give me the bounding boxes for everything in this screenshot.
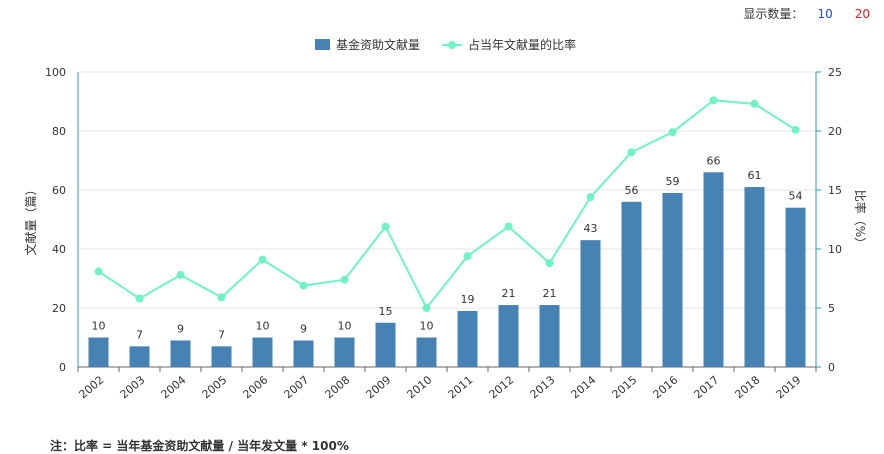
bar xyxy=(88,337,109,367)
y-tick-label-right: 5 xyxy=(828,302,835,315)
ratio-point xyxy=(340,275,349,284)
x-tick-label: 2002 xyxy=(77,373,107,401)
bar-value-label: 10 xyxy=(420,320,434,333)
bar-value-label: 59 xyxy=(666,175,680,188)
ratio-point xyxy=(545,259,554,268)
bar-value-label: 54 xyxy=(789,190,803,203)
bar-value-label: 19 xyxy=(461,293,475,306)
bar xyxy=(375,322,396,367)
display-count-20-option[interactable]: 20 xyxy=(854,6,870,21)
legend-line-marker xyxy=(448,41,456,49)
bar-value-label: 21 xyxy=(543,287,557,300)
legend-bar-swatch xyxy=(315,39,330,50)
y-tick-label-left: 20 xyxy=(52,302,66,315)
y-tick-label-right: 20 xyxy=(828,125,842,138)
ratio-point xyxy=(668,128,677,137)
bar xyxy=(416,337,437,367)
x-tick-label: 2005 xyxy=(200,373,230,401)
bar xyxy=(334,337,355,367)
bar xyxy=(129,346,150,367)
x-tick-label: 2004 xyxy=(159,373,189,401)
bar-value-label: 61 xyxy=(748,169,762,182)
bar-value-label: 10 xyxy=(92,320,106,333)
bar xyxy=(211,346,232,367)
y-tick-label-right: 10 xyxy=(828,243,842,256)
y-tick-label-left: 100 xyxy=(45,66,66,79)
ratio-point xyxy=(176,270,185,279)
bar-value-label: 7 xyxy=(218,328,225,341)
y-tick-label-left: 80 xyxy=(52,125,66,138)
x-tick-label: 2016 xyxy=(651,373,681,401)
bar-value-label: 15 xyxy=(379,305,393,318)
ratio-point xyxy=(504,222,513,231)
bar-value-label: 56 xyxy=(625,184,639,197)
bar-value-label: 66 xyxy=(707,154,721,167)
y-tick-label-left: 0 xyxy=(59,361,66,374)
legend-line-label: 占当年文献量的比率 xyxy=(468,37,576,52)
ratio-point xyxy=(627,148,636,157)
display-count-control: 显示数量： 10 20 xyxy=(743,5,870,22)
ratio-point xyxy=(94,267,103,276)
bar-value-label: 9 xyxy=(177,322,184,335)
ratio-point xyxy=(217,293,226,302)
y-axis-title-left: 文献量（篇） xyxy=(23,183,38,255)
x-tick-label: 2015 xyxy=(610,373,640,401)
display-count-10-option[interactable]: 10 xyxy=(817,6,833,21)
ratio-line xyxy=(97,99,797,310)
display-count-label: 显示数量： xyxy=(743,7,804,21)
x-tick-label: 2013 xyxy=(528,373,558,401)
bar xyxy=(170,340,191,367)
x-tick-label: 2014 xyxy=(569,373,599,401)
ratio-point xyxy=(586,193,595,202)
ratio-point xyxy=(299,281,308,290)
y-tick-label-left: 40 xyxy=(52,243,66,256)
bar xyxy=(621,201,642,367)
y-axis-title-right: 比率（%） xyxy=(853,190,868,249)
bar xyxy=(457,310,478,367)
bar xyxy=(662,192,683,367)
y-tick-label-right: 25 xyxy=(828,66,842,79)
bar xyxy=(744,187,765,367)
bar xyxy=(293,340,314,367)
x-tick-label: 2008 xyxy=(323,373,353,401)
y-tick-label-right: 0 xyxy=(828,361,835,374)
bar xyxy=(785,207,806,367)
x-tick-label: 2007 xyxy=(282,373,312,401)
y-tick-label-left: 60 xyxy=(52,184,66,197)
ratio-point xyxy=(422,304,431,312)
bar-value-label: 21 xyxy=(502,287,516,300)
bar-value-label: 9 xyxy=(300,322,307,335)
x-tick-label: 2012 xyxy=(487,373,517,401)
bar xyxy=(498,305,519,367)
ratio-point xyxy=(750,99,759,108)
ratio-point xyxy=(381,222,390,231)
x-tick-label: 2017 xyxy=(692,373,722,401)
ratio-point xyxy=(135,294,144,303)
bar xyxy=(703,172,724,367)
bar xyxy=(252,337,273,367)
bar-value-label: 10 xyxy=(256,320,270,333)
bar xyxy=(539,305,560,367)
x-tick-label: 2006 xyxy=(241,373,271,401)
y-tick-label-right: 15 xyxy=(828,184,842,197)
bar-value-label: 10 xyxy=(338,320,352,333)
x-tick-label: 2018 xyxy=(733,373,763,401)
bar xyxy=(580,240,601,367)
x-tick-label: 2019 xyxy=(774,373,804,401)
ratio-point xyxy=(709,96,718,105)
x-tick-label: 2011 xyxy=(446,373,476,401)
x-tick-label: 2010 xyxy=(405,373,435,401)
bar-value-label: 7 xyxy=(136,328,143,341)
x-tick-label: 2003 xyxy=(118,373,148,401)
bar-value-label: 43 xyxy=(584,222,598,235)
ratio-point xyxy=(463,252,472,261)
ratio-footnote: 注：比率 = 当年基金资助文献量 / 当年发文量 * 100% xyxy=(50,439,349,453)
ratio-point xyxy=(258,255,267,264)
x-tick-label: 2009 xyxy=(364,373,394,401)
legend-bar-label: 基金资助文献量 xyxy=(336,37,420,52)
ratio-point xyxy=(791,125,800,134)
